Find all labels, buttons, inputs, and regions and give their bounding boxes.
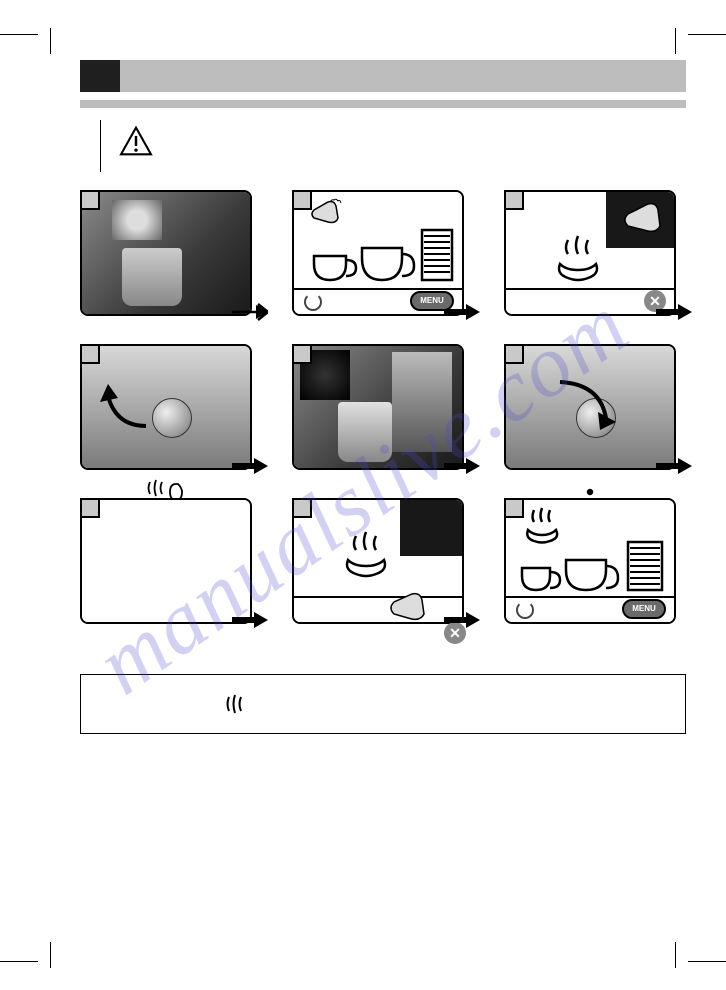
header-bar [80,60,686,92]
note-box [80,674,686,734]
crop-mark [0,961,38,962]
next-arrow-icon [232,302,268,322]
step-number-tab [504,190,524,210]
crop-mark [50,28,51,54]
rotate-arrow-icon [550,372,620,436]
display-screen: MENU [294,192,462,314]
menu-button: MENU [622,599,666,619]
step-number-tab [80,498,100,518]
step-number-tab [80,344,100,364]
step-number-tab [504,344,524,364]
display-bottom-bar: ✕ [506,288,674,314]
steam-icon [520,506,566,544]
next-arrow-icon [656,302,692,322]
next-arrow-icon [656,456,692,476]
step-number-tab [292,190,312,210]
cup-size-icons [516,540,668,594]
warning-callout [100,120,686,172]
step-illustration [294,346,462,468]
crop-mark [675,28,676,54]
pitcher-shape [122,248,182,306]
step-panel-3: ✕ [504,190,676,316]
step-panel-6 [504,344,676,470]
steam-knob [152,398,192,438]
steam-icon [221,693,249,724]
step-number-tab [504,498,524,518]
page-content: MENU ✕ [80,60,686,930]
step-illustration [82,192,250,314]
instruction-grid: MENU ✕ [80,190,686,624]
step-illustration [506,346,674,468]
step-panel-8: ✕ [292,498,464,624]
step-panel-1 [80,190,252,316]
steam-icon [338,530,394,578]
refresh-icon [516,601,534,619]
header-tab [80,60,120,92]
rotate-arrow-icon [96,376,156,436]
crop-mark [688,961,726,962]
display-bottom-bar [294,596,462,622]
next-arrow-icon [232,456,268,476]
tall-glass-lines [422,230,452,280]
steam-icon [550,234,606,282]
next-arrow-icon [444,610,480,630]
pitcher-shape [338,402,392,462]
next-arrow-icon [232,610,268,630]
display-screen: MENU [506,500,674,622]
step-panel-5 [292,344,464,470]
next-arrow-icon [444,456,480,476]
refresh-icon [304,293,322,311]
crop-mark [688,34,726,35]
display-bottom-bar: MENU [294,288,462,314]
sub-header-bar [80,100,686,108]
machine-front [112,200,162,240]
crop-mark [50,942,51,968]
step-panel-9: MENU [504,498,676,624]
display-screen: ✕ [506,192,674,314]
step-number-tab [292,498,312,518]
display-bottom-bar: MENU [506,596,674,622]
step-illustration [82,346,250,468]
machine-side [392,352,452,452]
step-number-tab [292,344,312,364]
step-panel-4 [80,344,252,470]
blank-panel [82,500,250,622]
next-arrow-icon [444,302,480,322]
highlighted-area [400,500,462,556]
cup-size-icons [306,224,456,286]
step-panel-2: MENU [292,190,464,316]
crop-mark [675,942,676,968]
touch-hand-icon [386,592,432,622]
crop-mark [0,34,38,35]
touch-hand-icon [618,200,668,238]
display-screen [294,500,462,622]
step-number-tab [80,190,100,210]
step-panel-7 [80,498,252,624]
warning-icon [119,143,153,160]
